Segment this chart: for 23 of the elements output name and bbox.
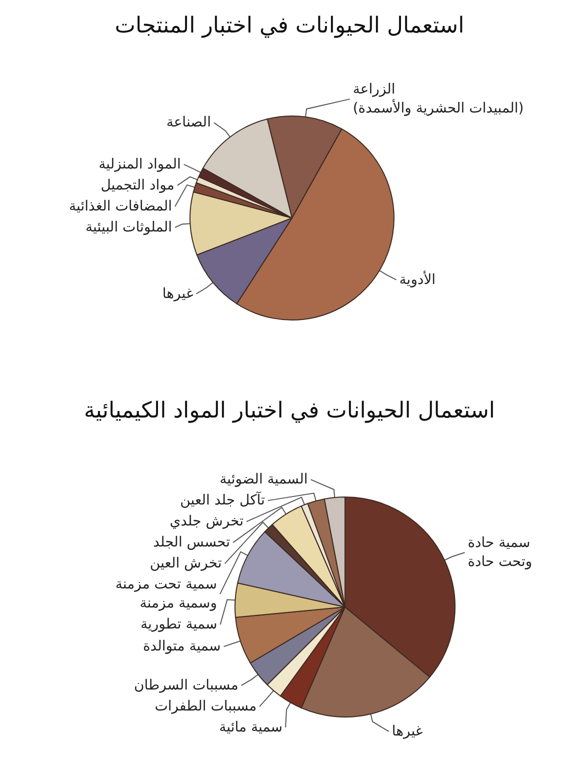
slice-label: السمية الضوئية	[220, 472, 308, 488]
slice-label: تحسس الجلد	[153, 534, 230, 551]
slice-label: سمية حادة وتحت حادة	[468, 535, 532, 570]
slice-label: سمية مائية	[219, 719, 283, 736]
slice-label: مواد التجميل	[100, 177, 174, 194]
chart-title: استعمال الحيوانات في اختبار المنتجات	[114, 14, 464, 38]
slice-label: الصناعة	[166, 114, 211, 131]
slice-label: سمية متوالدة	[142, 638, 221, 655]
slice-label: تخرش العين	[150, 556, 222, 572]
slice-label: مسببات السرطان	[134, 677, 238, 694]
slice-label: المواد المنزلية	[98, 156, 181, 172]
slice-label: مسببات الطفرات	[154, 698, 257, 714]
chart-title: استعمال الحيوانات في اختبار المواد الكيميائية	[84, 398, 496, 424]
slice-label: سمية تحت مزمنة وسمية مزمنة	[115, 576, 217, 612]
slice-label: غيرها	[162, 286, 194, 302]
slice-label: تخرش جلدي	[170, 514, 244, 530]
slice-label: الزراعة (المبيدات الحشرية والأسمدة)	[352, 82, 524, 117]
slice-label: الملوثات البيئية	[86, 219, 172, 236]
slice-label: سمية تطورية	[140, 616, 218, 633]
slice-label: غيرها	[392, 723, 423, 740]
slice-label: الأدوية	[399, 270, 436, 288]
slice-label: المضافات الغذائية	[68, 198, 172, 214]
slice-label: تآكل جلد العين	[180, 490, 266, 509]
